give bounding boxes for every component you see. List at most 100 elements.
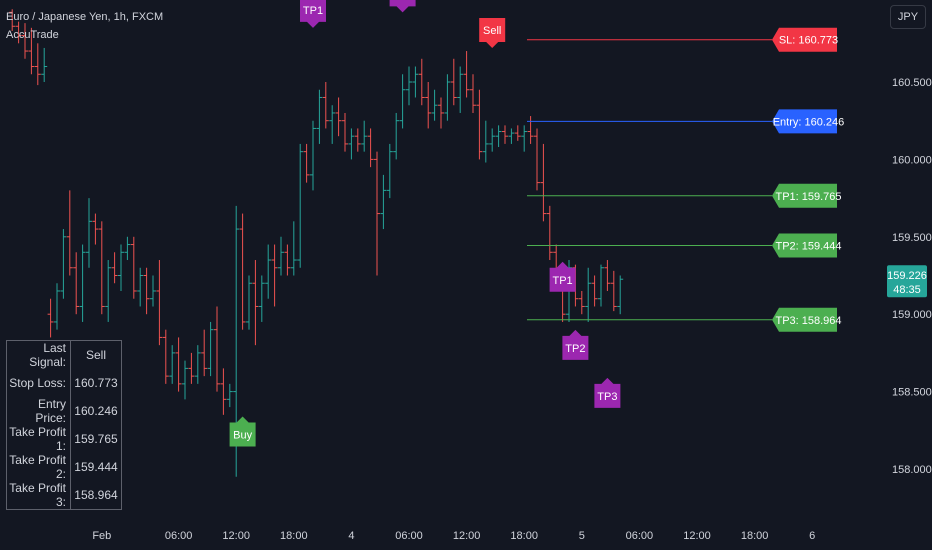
ohlc-bar (598, 264, 604, 307)
ohlc-bar (130, 236, 137, 299)
ohlc-bar (194, 345, 201, 384)
ohlc-bar (610, 270, 617, 312)
signal-label: Sell (483, 25, 501, 37)
ohlc-bar (258, 275, 265, 322)
ohlc-bar (22, 23, 28, 59)
table-row: Take Profit 1: 159.765 (7, 425, 121, 453)
level-tag-sl (772, 27, 837, 52)
ohlc-bar (310, 120, 316, 191)
ohlc-bar (463, 51, 470, 98)
ohlc-bar (169, 345, 176, 384)
ohlc-bar (54, 283, 60, 330)
ohlc-bar (118, 244, 124, 291)
signal-label: Buy (233, 430, 252, 442)
row-value: 160.773 (70, 369, 121, 397)
ohlc-bar (252, 260, 259, 346)
ohlc-bar (214, 306, 220, 392)
level-tag-entry (772, 109, 837, 134)
ohlc-bar (406, 66, 412, 106)
ohlc-bar (79, 244, 86, 322)
bar-countdown-label: 48:35 (893, 284, 921, 296)
current-price-tag (887, 265, 927, 298)
y-tick-label: 160.000 (892, 154, 932, 166)
row-label: Stop Loss: (9, 376, 66, 390)
y-tick-label: 159.500 (892, 232, 932, 244)
x-tick-label: 18:00 (280, 530, 308, 542)
ohlc-bar (438, 97, 444, 129)
level-label: Entry: 160.246 (773, 116, 845, 128)
ohlc-bar (92, 213, 99, 245)
signal-label: TP1 (553, 275, 573, 287)
ohlc-bar (502, 125, 508, 144)
ohlc-bar (175, 337, 182, 392)
level-tag-tp3 (772, 307, 837, 332)
x-tick-label: 06:00 (165, 530, 193, 542)
ohlc-bar (9, 9, 16, 31)
row-label: Last Signal: (29, 341, 66, 369)
tp-marker (300, 0, 326, 28)
ohlc-bar (514, 125, 521, 141)
y-tick-label: 158.000 (892, 464, 932, 476)
ohlc-bar (534, 128, 540, 191)
buy-signal-marker (229, 416, 256, 447)
ohlc-bar (431, 89, 438, 121)
ohlc-bar (98, 221, 105, 315)
level-label: TP1: 159.765 (775, 191, 841, 203)
x-tick-label: 5 (579, 530, 585, 542)
ohlc-bar (393, 112, 400, 160)
x-tick-label: 18:00 (741, 530, 769, 542)
row-label: Take Profit 1: (9, 425, 66, 453)
ohlc-bar (348, 128, 355, 160)
ohlc-bar (335, 97, 342, 137)
ohlc-bar (418, 58, 425, 106)
ohlc-bar (137, 267, 144, 307)
ohlc-bar (380, 174, 387, 230)
row-value: 158.964 (70, 481, 121, 509)
level-tag-tp2 (772, 233, 837, 258)
row-label: Take Profit 3: (9, 481, 66, 509)
ohlc-bar (201, 329, 208, 377)
ohlc-bar (604, 260, 611, 291)
ohlc-bar (386, 143, 393, 199)
ohlc-bar (297, 143, 304, 268)
ohlc-bar (278, 236, 284, 276)
y-tick-label: 158.500 (892, 387, 932, 399)
table-row: Take Profit 3: 158.964 (7, 481, 121, 509)
tp-marker (562, 329, 589, 360)
table-row: Stop Loss: 160.773 (7, 369, 121, 397)
tp-marker (389, 0, 416, 13)
ohlc-bar (450, 58, 457, 106)
ohlc-bar (540, 143, 547, 222)
signal-label: TP1 (303, 5, 323, 17)
ohlc-bar (470, 74, 476, 113)
ohlc-bar (508, 128, 515, 144)
ohlc-bar (207, 321, 214, 377)
ohlc-bar (182, 360, 188, 400)
row-value: Sell (70, 341, 121, 369)
ohlc-bar (316, 89, 323, 144)
x-tick-label: 4 (348, 530, 354, 542)
x-tick-label: 12:00 (453, 530, 481, 542)
ohlc-bar (495, 125, 502, 148)
y-tick-label: 159.000 (892, 309, 932, 321)
ohlc-bar (226, 383, 233, 408)
level-label: TP3: 158.964 (775, 315, 841, 327)
ohlc-bar (239, 213, 246, 330)
ohlc-bar (578, 290, 585, 315)
row-value: 159.765 (70, 425, 121, 453)
ohlc-bar (284, 244, 291, 276)
symbol-title: Euro / Japanese Yen, 1h, FXCM (6, 11, 164, 23)
x-tick-label: 12:00 (683, 530, 711, 542)
signal-label: TP2 (393, 0, 413, 1)
ohlc-bar (66, 190, 73, 276)
ohlc-bar (41, 47, 48, 82)
ohlc-bar (143, 267, 150, 315)
x-tick-label: Feb (92, 530, 111, 542)
x-tick-label: 06:00 (395, 530, 423, 542)
table-row: Last Signal: Sell (7, 341, 121, 369)
currency-button[interactable]: JPY (890, 5, 926, 29)
ohlc-bar (412, 66, 419, 98)
ohlc-bar (303, 143, 310, 183)
ohlc-bar (220, 368, 227, 415)
